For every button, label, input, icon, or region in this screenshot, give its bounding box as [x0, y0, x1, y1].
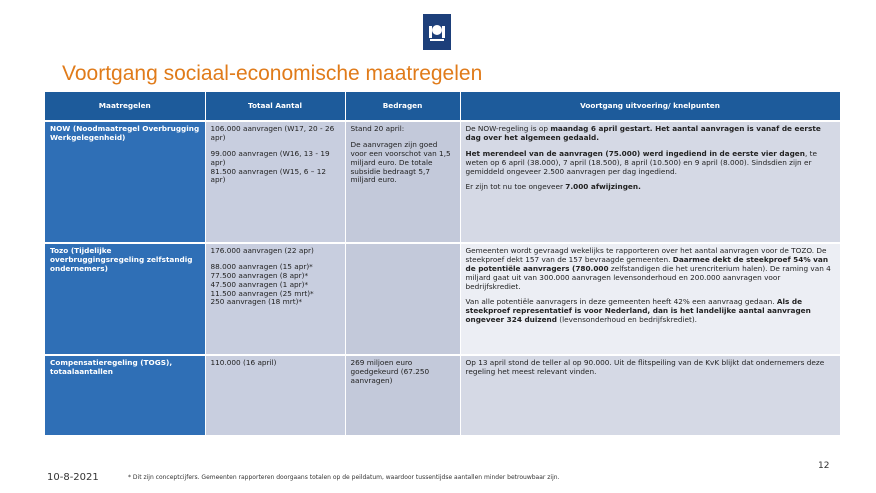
header-row: Maatregelen Totaal Aantal Bedragen Voortgan… — [45, 92, 841, 121]
cell-line: 176.000 aanvragen (22 apr) — [210, 246, 314, 255]
cell-group: Gemeenten wordt gevraagd wekelijks te ra… — [465, 246, 835, 291]
cell-group: Op 13 april stond de teller al op 90.000… — [465, 358, 835, 377]
cell-group: 106.000 aanvragen (W17, 20 - 26 apr) — [210, 124, 340, 143]
table-cell: Gemeenten wordt gevraagd wekelijks te ra… — [460, 242, 841, 355]
cell-group: De NOW-regeling is op maandag 6 april ge… — [465, 124, 835, 143]
text-run: (levensonderhoud en bedrijfskrediet). — [556, 315, 697, 325]
cell-group: De aanvragen zijn goed voor een voorscho… — [350, 139, 455, 185]
table-cell: Tozo (Tijdelijke overbruggingsregeling z… — [45, 242, 206, 355]
column-header: Voortgang uitvoering/ knelpunten — [460, 92, 841, 121]
bold-run: Daarmee dekt de steekproef 54% van de po… — [465, 254, 829, 273]
page-number: 12 — [818, 461, 830, 471]
table-cell: Compensatieregeling (TOGS), totaalaantal… — [45, 354, 206, 435]
cell-line: De NOW-regeling is op maandag 6 april ge… — [465, 124, 835, 143]
cell-line: Er zijn tot nu toe ongeveer 7.000 afwijz… — [466, 183, 835, 192]
cell-line: 81.500 aanvragen (W15, 6 – 12 apr) — [210, 166, 326, 185]
cell-group: Stand 20 april: — [350, 124, 455, 134]
cell-group: Het merendeel van de aanvragen (75.000) … — [465, 148, 835, 177]
cell-line: 47.500 aanvragen (1 apr)* — [210, 279, 309, 289]
text-run: , te weten op 6 april (38.000), 7 april … — [465, 148, 817, 176]
cell-line: Het merendeel van de aanvragen (75.000) … — [465, 148, 835, 177]
column-header: Bedragen — [345, 92, 461, 121]
cell-line: Stand 20 april: — [350, 124, 405, 133]
text-run: zelfstandigen die het urencriterium hale… — [465, 263, 831, 291]
table: Maatregelen Totaal Aantal Bedragen Voortgan… — [45, 92, 841, 435]
table-cell: 269 miljoen euro goedgekeurd (67.250 aan… — [345, 354, 461, 435]
cell-line: 99.000 aanvragen (W16, 13 - 19 apr) — [210, 148, 330, 167]
table-body: NOW (Noodmaatregel Overbrugging Werkgele… — [45, 120, 841, 435]
cell-group: 88.000 aanvragen (15 apr)* 77.500 aanvrag… — [210, 261, 340, 307]
table-cell: Op 13 april stond de teller al op 90.000… — [460, 354, 841, 435]
cell-group: 99.000 aanvragen (W16, 13 - 19 apr) 81.50… — [210, 148, 340, 186]
footer-date: 10-8-2021 — [47, 472, 99, 483]
text-run: Van alle potentiële aanvragers in deze g… — [465, 297, 777, 307]
cell-group: 176.000 aanvragen (22 apr) — [210, 246, 340, 256]
table-cell: De NOW-regeling is op maandag 6 april ge… — [460, 120, 841, 243]
column-header: Totaal Aantal — [205, 92, 346, 121]
bold-run: 7.000 afwijzingen. — [565, 182, 641, 192]
text-run: Er zijn tot nu toe ongeveer — [465, 182, 566, 192]
cell-line: Gemeenten wordt gevraagd wekelijks te ra… — [465, 246, 835, 291]
table-cell: 176.000 aanvragen (22 apr) 88.000 aanvrag… — [205, 242, 346, 355]
cell-line: 110.000 (16 april) — [210, 358, 277, 367]
logo — [423, 14, 451, 50]
cell-line: De aanvragen zijn goed voor een voorscho… — [350, 139, 451, 185]
text-run: De NOW-regeling is op — [465, 124, 551, 133]
table-cell — [345, 242, 461, 355]
table-cell: NOW (Noodmaatregel Overbrugging Werkgele… — [45, 120, 206, 243]
table-row: Compensatieregeling (TOGS), totaalaantal… — [45, 354, 841, 435]
cell-line: 11.500 aanvragen (25 mrt)* — [210, 288, 314, 298]
column-header: Maatregelen — [45, 92, 206, 121]
cell-group: 269 miljoen euro goedgekeurd (67.250 aan… — [350, 358, 455, 386]
cell-line: Van alle potentiële aanvragers in deze g… — [466, 298, 835, 325]
cell-group: 110.000 (16 april) — [210, 358, 340, 368]
table-row: Tozo (Tijdelijke overbruggingsregeling z… — [45, 242, 841, 355]
table-cell: 110.000 (16 april) — [205, 354, 346, 435]
cell-line: 88.000 aanvragen (15 apr)* — [210, 261, 313, 271]
bold-run: maandag 6 april gestart. Het aantal aanv… — [465, 124, 821, 142]
bold-run: Als de steekproef representatief is voor… — [465, 297, 811, 325]
table-cell: 106.000 aanvragen (W17, 20 - 26 apr) 99.0… — [205, 120, 346, 243]
cell-line: 269 miljoen euro goedgekeurd (67.250 aan… — [350, 358, 430, 385]
table-row: NOW (Noodmaatregel Overbrugging Werkgele… — [45, 120, 841, 243]
cell-group: Er zijn tot nu toe ongeveer 7.000 afwijz… — [466, 183, 835, 192]
cell-group: Van alle potentiële aanvragers in deze g… — [466, 298, 835, 325]
table-cell: Stand 20 april: De aanvragen zijn goed vo… — [345, 120, 461, 243]
text-run: Gemeenten wordt gevraagd wekelijks te ra… — [465, 246, 827, 264]
cell-line: 106.000 aanvragen (W17, 20 - 26 apr) — [210, 124, 335, 142]
cell-line: Op 13 april stond de teller al op 90.000… — [465, 358, 825, 376]
cell-line: 250 aanvragen (18 mrt)* — [210, 297, 303, 307]
slide-title: Voortgang sociaal-economische maatregele… — [62, 62, 483, 85]
cell-line: 77.500 aanvragen (8 apr)* — [210, 270, 309, 280]
footnote: * Dit zijn conceptcijfers. Gemeenten rap… — [128, 474, 560, 481]
bold-run: Het merendeel van de aanvragen (75.000) … — [465, 148, 805, 158]
